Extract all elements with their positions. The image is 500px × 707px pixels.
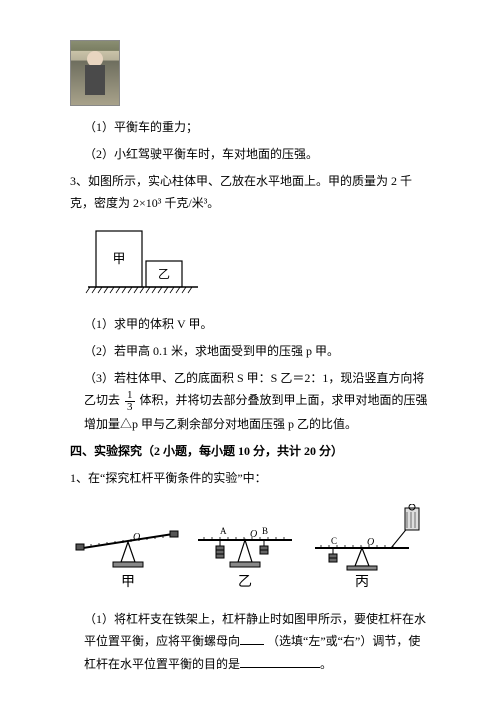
balance-scooter-photo [70, 40, 120, 106]
svg-text:丙: 丙 [355, 575, 369, 590]
cylinder-diagram: 甲 乙 [84, 221, 430, 307]
question-2: （2）小红驾驶平衡车时，车对地面的压强。 [70, 143, 430, 166]
p3-q2: （2）若甲高 0.1 米，求地面受到甲的压强 p 甲。 [70, 340, 430, 363]
lever-jia-svg: O 甲 [73, 504, 183, 594]
boxes-svg: 甲 乙 [84, 221, 214, 299]
blank-1[interactable] [240, 632, 264, 645]
lever-yi-svg: O A B 乙 [190, 504, 300, 594]
p4-q1: （1）将杠杆支在铁架上，杠杆静止时如图甲所示，要使杠杆在水平位置平衡，应将平衡螺… [70, 608, 430, 676]
jia-label: 甲 [112, 251, 125, 266]
svg-text:A: A [220, 526, 227, 536]
frac-den: 3 [125, 402, 135, 413]
section-4-title: 四、实验探究（2 小题，每小题 10 分，共计 20 分） [70, 440, 430, 463]
yi-label: 乙 [158, 267, 170, 281]
svg-text:C: C [331, 536, 337, 546]
p3-q3-b: 体积，并将切去部分叠放到甲上面，求甲对地面的压强增加量△p 甲与乙剩余部分对地面… [84, 393, 428, 431]
blank-2[interactable] [240, 655, 320, 668]
svg-text:O: O [367, 537, 374, 548]
svg-text:B: B [262, 526, 268, 536]
problem-3-intro: 3、如图所示，实心柱体甲、乙放在水平地面上。甲的质量为 2 千克，密度为 2×1… [70, 170, 430, 216]
problem-4-1: 1、在“探究杠杆平衡条件的实验”中： [70, 467, 430, 490]
fraction-icon: 1 3 [125, 390, 135, 413]
lever-diagrams: O 甲 O A B 乙 [70, 504, 430, 594]
period: 。 [320, 657, 332, 671]
question-1: （1）平衡车的重力； [70, 116, 430, 139]
p3-q3: （3）若柱体甲、乙的底面积 S 甲：S 乙＝2：1，现沿竖直方向将乙切去 1 3… [70, 367, 430, 436]
svg-text:甲: 甲 [121, 575, 135, 590]
svg-text:乙: 乙 [238, 574, 252, 590]
svg-text:O: O [133, 532, 140, 543]
p3-q1: （1）求甲的体积 V 甲。 [70, 313, 430, 336]
lever-bing-svg: O C 丙 [307, 504, 427, 594]
svg-text:O: O [250, 529, 257, 540]
